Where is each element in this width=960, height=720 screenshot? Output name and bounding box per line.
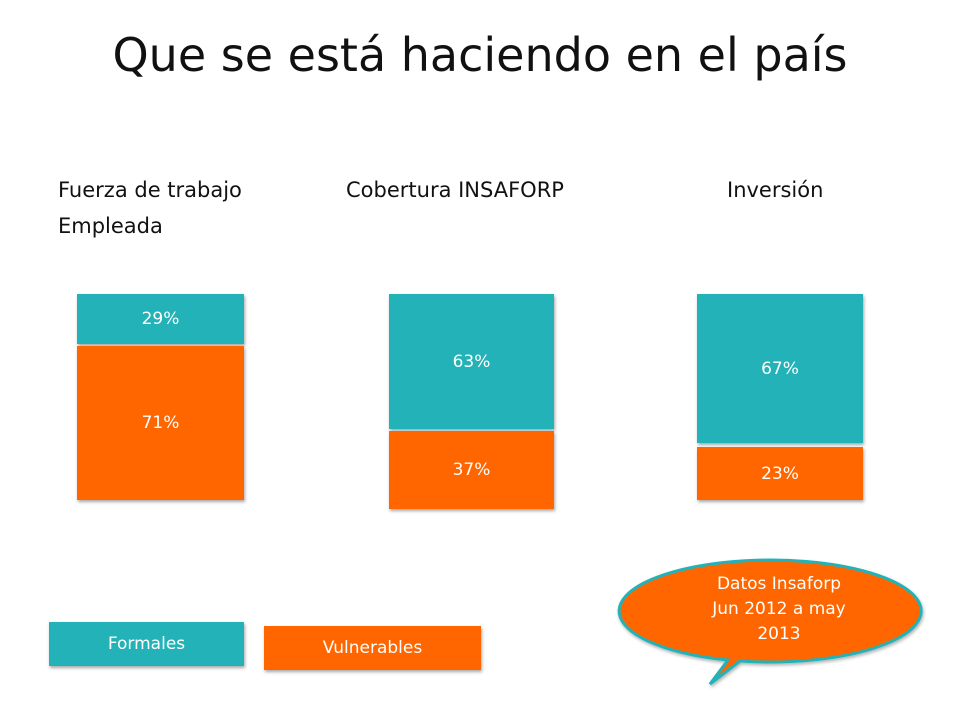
page-title: Que se está haciendo en el país xyxy=(112,28,848,82)
chart-2-vulnerables-segment: 37% xyxy=(389,431,554,509)
chart-1-title-line-2: Empleada xyxy=(58,214,163,238)
chart-1-formales-label: 29% xyxy=(141,309,180,329)
chart-3-vulnerables-label: 23% xyxy=(761,463,799,484)
chart-2-title-line-1: Cobertura INSAFORP xyxy=(346,178,564,202)
callout-line-1: Datos Insaforp xyxy=(716,574,842,594)
chart-1-formales-segment: 29% xyxy=(77,294,244,344)
chart-3-vulnerables-segment: 23% xyxy=(697,447,863,500)
chart-2-header: Cobertura INSAFORP xyxy=(346,172,564,208)
legend-vulnerables: Vulnerables xyxy=(264,626,481,670)
chart-1-vulnerables-label: 71% xyxy=(141,413,180,433)
chart-2-vulnerables-label: 37% xyxy=(452,460,491,480)
legend-vulnerables-label: Vulnerables xyxy=(322,638,423,658)
legend-formales: Formales xyxy=(49,622,244,666)
chart-3-header: Inversión xyxy=(727,172,823,208)
callout-line-3: 2013 xyxy=(757,624,801,644)
chart-1-vulnerables-segment: 71% xyxy=(77,346,244,500)
legend-formales-label: Formales xyxy=(107,634,186,654)
callout-line-2: Jun 2012 a may xyxy=(712,599,846,619)
callout-bubble-shape xyxy=(617,558,923,686)
chart-1-title-line-1: Fuerza de trabajo xyxy=(58,178,242,202)
callout-text: Datos Insaforp Jun 2012 a may 2013 xyxy=(652,572,906,647)
chart-3-title-line-1: Inversión xyxy=(727,178,824,202)
chart-3-formales-label: 67% xyxy=(761,358,799,379)
chart-3-formales-segment: 67% xyxy=(697,294,863,443)
chart-1-header: Fuerza de trabajo Empleada xyxy=(58,172,242,244)
chart-2-formales-label: 63% xyxy=(452,351,491,372)
chart-2-formales-segment: 63% xyxy=(389,294,554,429)
